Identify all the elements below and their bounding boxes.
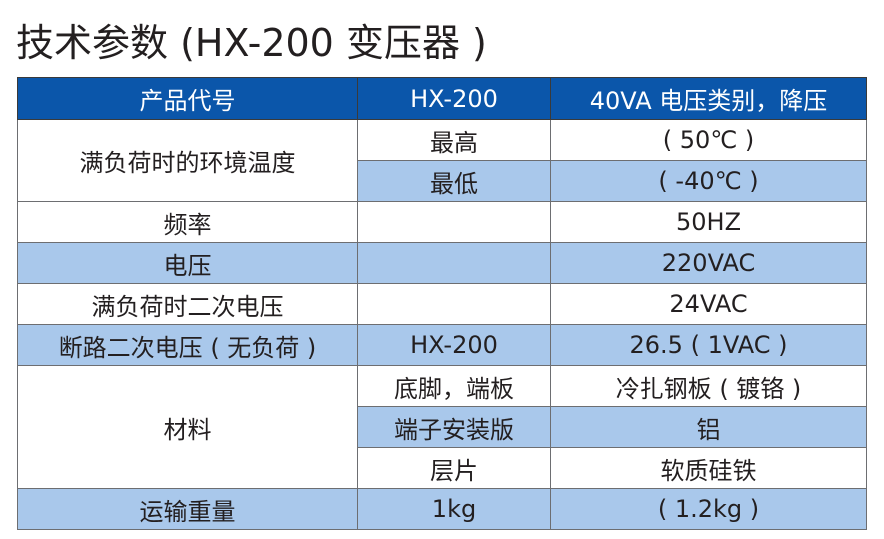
temp-max-value: ( 50℃ ) — [550, 119, 867, 161]
table-row: 材料 底脚，端板 冷扎钢板 ( 镀铬 ) — [17, 365, 867, 489]
material-part: 端子安装版 — [357, 406, 551, 448]
temp-min-label: 最低 — [357, 160, 551, 202]
header-product-code: 产品代号 — [17, 77, 358, 120]
table-row: 频率 50HZ — [17, 201, 867, 243]
ambient-temp-label: 满负荷时的环境温度 — [17, 119, 358, 202]
table-row: 断路二次电压 ( 无负荷 ) HX-200 26.5 ( 1VAC ) — [17, 324, 867, 366]
page-title: 技术参数 (HX-200 变压器 ) — [16, 21, 487, 65]
table-row: 层片 软质硅铁 — [18, 447, 867, 489]
table-row: 运输重量 1kg ( 1.2kg ) — [17, 488, 867, 530]
temp-max-label: 最高 — [357, 119, 551, 161]
table-row: 满负荷时二次电压 24VAC — [17, 283, 867, 325]
full-load-secondary-label: 满负荷时二次电压 — [17, 283, 358, 325]
voltage-model — [357, 242, 551, 284]
material-value: 冷扎钢板 ( 镀铬 ) — [550, 365, 867, 407]
open-circuit-secondary-label: 断路二次电压 ( 无负荷 ) — [17, 324, 358, 366]
frequency-label: 频率 — [17, 201, 358, 243]
material-part: 层片 — [357, 447, 551, 489]
materials-label: 材料 — [17, 365, 358, 489]
table-row: 端子安装版 铝 — [18, 406, 867, 448]
open-circuit-secondary-model: HX-200 — [357, 324, 551, 366]
header-rating: 40VA 电压类别，降压 — [550, 77, 867, 120]
full-load-secondary-model — [357, 283, 551, 325]
frequency-model — [357, 201, 551, 243]
shipping-weight-label: 运输重量 — [17, 488, 358, 530]
table-header-row: 产品代号 HX-200 40VA 电压类别，降压 — [17, 77, 867, 120]
header-model: HX-200 — [357, 77, 551, 120]
shipping-weight-value: ( 1.2kg ) — [550, 488, 867, 530]
material-value: 铝 — [550, 406, 867, 448]
table-row: 最低 ( -40℃ ) — [18, 160, 867, 202]
shipping-weight-model: 1kg — [357, 488, 551, 530]
material-part: 底脚，端板 — [357, 365, 551, 407]
open-circuit-secondary-value: 26.5 ( 1VAC ) — [550, 324, 867, 366]
material-value: 软质硅铁 — [550, 447, 867, 489]
full-load-secondary-value: 24VAC — [550, 283, 867, 325]
frequency-value: 50HZ — [550, 201, 867, 243]
table-row: 电压 220VAC — [17, 242, 867, 284]
voltage-label: 电压 — [17, 242, 358, 284]
table-row: 满负荷时的环境温度 最高 ( 50℃ ) — [17, 119, 867, 202]
voltage-value: 220VAC — [550, 242, 867, 284]
temp-min-value: ( -40℃ ) — [550, 160, 867, 202]
spec-table: 产品代号 HX-200 40VA 电压类别，降压 满负荷时的环境温度 最高 ( … — [17, 77, 867, 530]
